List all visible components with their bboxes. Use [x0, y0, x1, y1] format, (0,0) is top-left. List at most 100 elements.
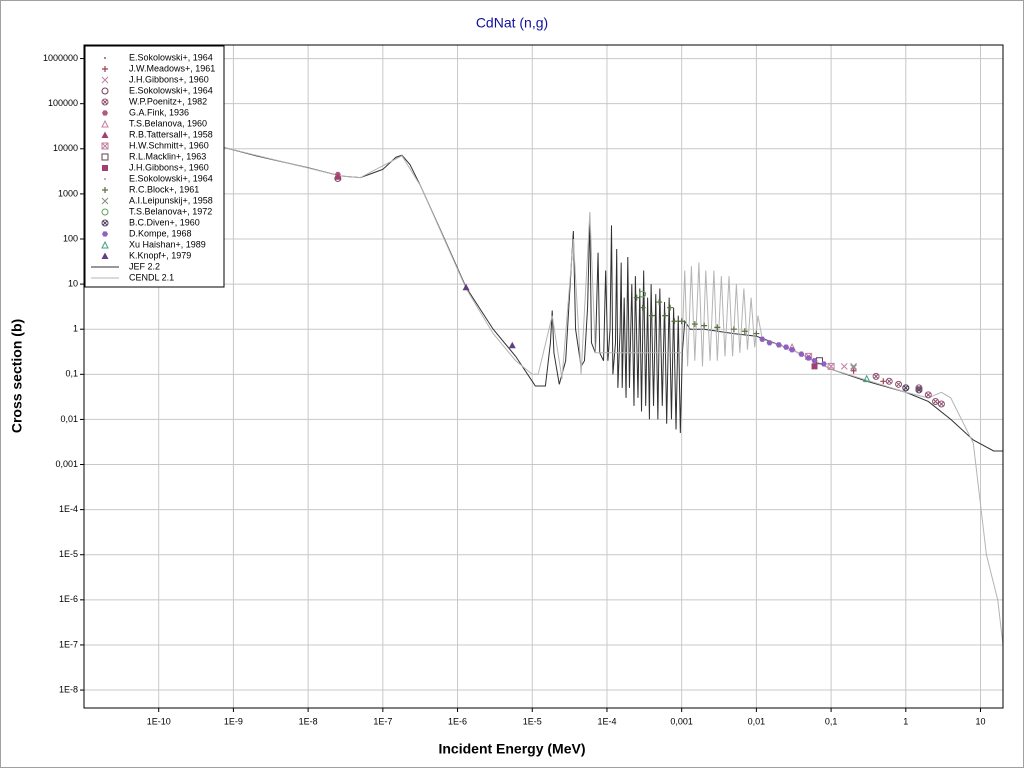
legend-label: Xu Haishan+, 1989 — [129, 239, 206, 249]
marker-part — [101, 153, 109, 161]
marker — [872, 372, 880, 380]
chart-title: CdNat (n,g) — [476, 15, 548, 31]
marker — [656, 299, 663, 306]
marker — [862, 374, 871, 383]
marker — [811, 363, 818, 370]
marker-part — [714, 324, 721, 331]
marker-part — [862, 374, 871, 383]
marker — [101, 131, 109, 138]
y-tick-label: 1 — [73, 324, 78, 334]
marker-part — [840, 363, 848, 370]
marker-part — [102, 220, 108, 226]
legend-label: B.C.Diven+, 1960 — [129, 217, 200, 227]
marker — [678, 318, 685, 325]
marker — [691, 321, 698, 328]
marker-part — [730, 326, 737, 333]
x-axis-label: Incident Energy (MeV) — [438, 741, 585, 757]
marker-part — [102, 231, 108, 237]
marker-part — [101, 87, 109, 95]
marker — [101, 119, 109, 128]
grid — [84, 45, 1003, 708]
y-tick-label: 1E-4 — [59, 504, 78, 514]
marker-part — [648, 312, 655, 319]
marker — [639, 290, 647, 298]
marker — [648, 312, 655, 319]
x-tick-label: 1E-10 — [147, 716, 171, 726]
marker — [798, 351, 805, 357]
marker — [885, 377, 893, 385]
marker-part — [820, 361, 827, 367]
marker — [104, 57, 106, 59]
marker — [639, 304, 646, 311]
marker-part — [753, 330, 760, 337]
marker-part — [741, 328, 748, 335]
marker — [775, 342, 782, 348]
marker-part — [639, 304, 646, 311]
y-tick-label: 0,1 — [65, 369, 78, 379]
marker — [671, 318, 678, 325]
marker — [462, 283, 470, 291]
marker — [701, 322, 708, 329]
marker — [902, 384, 910, 392]
marker-part — [827, 362, 835, 370]
marker-part — [101, 142, 109, 150]
x-tick-label: 1E-6 — [448, 716, 467, 726]
marker — [508, 341, 516, 349]
y-tick-label: 1000 — [58, 188, 78, 198]
marker-part — [902, 384, 910, 392]
marker-part — [811, 358, 818, 364]
marker — [789, 347, 796, 353]
y-tick-label: 100 — [63, 233, 78, 243]
marker-part — [102, 165, 108, 171]
marker — [850, 367, 857, 374]
marker — [714, 324, 721, 331]
legend-label: A.I.Leipunskij+, 1958 — [129, 195, 213, 205]
legend-label: H.W.Schmitt+, 1960 — [129, 140, 209, 150]
points — [334, 171, 945, 408]
marker-part — [671, 318, 678, 325]
marker — [741, 328, 748, 335]
marker — [766, 340, 773, 346]
marker-part — [775, 342, 782, 348]
marker — [101, 98, 109, 106]
x-tick-label: 0,01 — [748, 716, 766, 726]
marker — [102, 110, 108, 116]
marker-part — [104, 178, 106, 180]
x-tick-label: 1E-4 — [597, 716, 616, 726]
plot-frame — [83, 44, 1004, 709]
marker-part — [102, 187, 108, 193]
marker — [827, 362, 835, 370]
y-tick-label: 0,01 — [60, 414, 78, 424]
marker — [850, 364, 857, 372]
marker-part — [462, 283, 470, 291]
axes: 1E-10 1E-9 1E-8 1E-7 1E-6 1E-5 1E-4 0,001 0,01 0,… — [43, 53, 986, 726]
legend-label: T.S.Belanova+, 1972 — [129, 206, 212, 216]
marker-part — [880, 378, 887, 385]
legend-label: G.A.Fink, 1936 — [129, 107, 189, 117]
marker-part — [896, 381, 901, 387]
marker-part — [915, 386, 923, 394]
marker-part — [937, 400, 945, 408]
marker-part — [932, 397, 940, 405]
x-tick-label: 10 — [976, 716, 986, 726]
y-tick-label: 1E-5 — [59, 549, 78, 559]
marker — [759, 336, 766, 342]
marker — [102, 231, 108, 237]
marker — [101, 208, 109, 216]
marker-part — [102, 110, 108, 116]
marker-part — [102, 66, 108, 72]
marker-part — [805, 355, 812, 361]
marker-part — [508, 341, 516, 349]
legend-label: J.W.Meadows+, 1961 — [129, 63, 215, 73]
marker — [101, 87, 109, 95]
marker — [840, 363, 848, 370]
legend-label: J.H.Gibbons+, 1960 — [129, 162, 209, 172]
marker-part — [789, 347, 796, 353]
marker-part — [885, 377, 893, 385]
legend-label: CENDL 2.1 — [129, 272, 174, 282]
marker-part — [102, 99, 108, 105]
y-tick-label: 0,001 — [55, 459, 78, 469]
marker — [101, 76, 109, 84]
marker-part — [101, 208, 109, 216]
